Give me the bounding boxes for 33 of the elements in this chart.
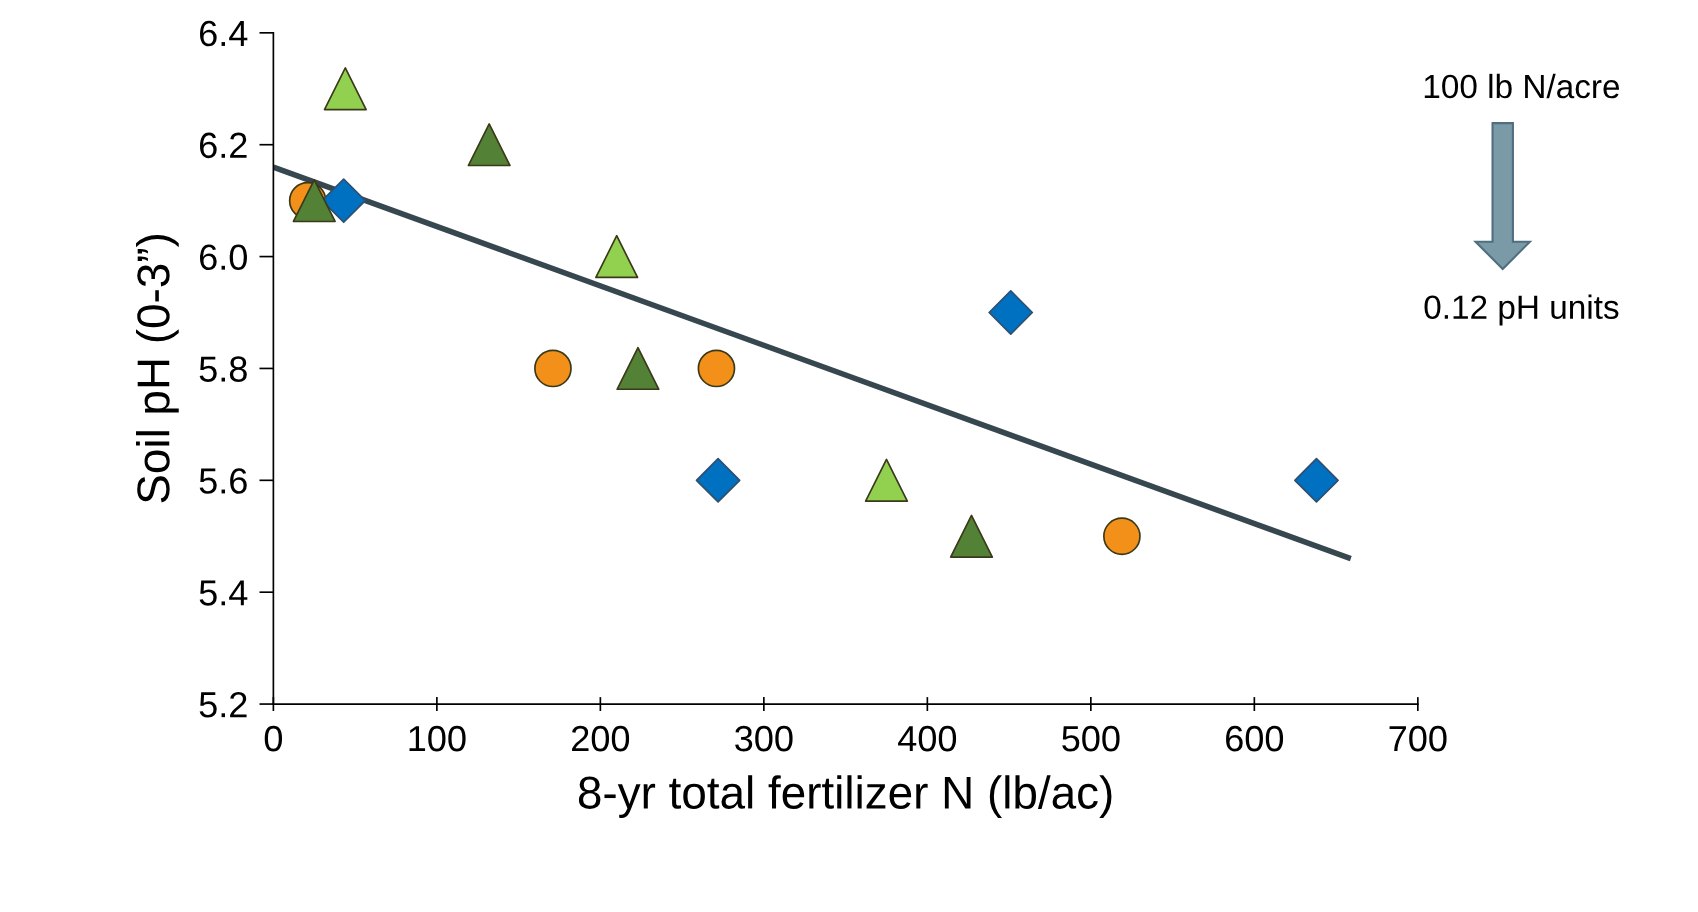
x-tick-label: 0 <box>264 725 283 752</box>
text: 100 lb N/acre <box>1424 73 1620 99</box>
point <box>1294 457 1339 503</box>
point <box>467 123 511 167</box>
y-tick-label: 6.4 <box>200 20 248 47</box>
y-tick-label: 5.8 <box>199 356 247 382</box>
point <box>534 349 572 388</box>
x-tick-label: 600 <box>1226 725 1284 752</box>
text: 0.12 pH units <box>1424 294 1619 326</box>
point <box>616 346 660 391</box>
point <box>595 234 639 279</box>
x-tick-label: 300 <box>735 725 793 752</box>
y-axis-title: Soil pH (0-3”) <box>136 235 179 503</box>
point <box>988 290 1034 335</box>
point <box>292 178 336 223</box>
y-tick-label: 6.2 <box>200 132 247 159</box>
x-tick-label: 200 <box>572 725 630 752</box>
point <box>697 349 736 388</box>
point <box>321 178 367 224</box>
point <box>949 514 994 558</box>
point <box>1103 517 1141 556</box>
y-tick-label: 6.0 <box>200 244 247 271</box>
x-tick-label: 500 <box>1062 725 1120 752</box>
point <box>864 458 909 502</box>
y-tick-label: 5.2 <box>199 691 247 718</box>
y-tick-label: 5.4 <box>199 580 248 606</box>
point <box>695 457 741 503</box>
point <box>323 67 367 111</box>
x-tick-label: 400 <box>898 725 957 752</box>
y-tick-label: 5.6 <box>199 468 247 494</box>
x-tick-label: 700 <box>1389 725 1447 752</box>
x-axis-title: 8-yr total fertilizer N (lb/ac) <box>578 775 1112 818</box>
x-tick-label: 100 <box>409 725 466 752</box>
